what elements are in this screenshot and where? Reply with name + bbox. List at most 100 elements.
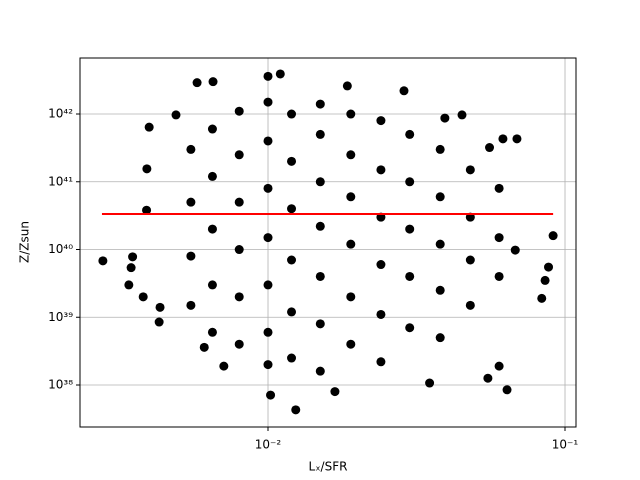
scatter-point <box>263 280 273 290</box>
x-tick-label: 10⁻² <box>255 438 282 452</box>
scatter-point <box>435 144 445 154</box>
scatter-point <box>346 192 356 202</box>
scatter-point <box>548 231 558 241</box>
scatter-point <box>315 129 325 139</box>
scatter-point <box>234 197 244 207</box>
scatter-point <box>263 233 273 243</box>
scatter-point <box>266 390 276 400</box>
scatter-point <box>510 245 520 255</box>
scatter-point <box>124 280 134 290</box>
scatter-point <box>405 177 415 187</box>
scatter-point <box>207 224 217 234</box>
scatter-point <box>263 183 273 193</box>
scatter-point <box>330 387 340 397</box>
scatter-point <box>186 144 196 154</box>
scatter-point <box>315 221 325 231</box>
scatter-point <box>192 78 202 88</box>
scatter-point <box>126 263 136 273</box>
scatter-point <box>207 280 217 290</box>
scatter-point <box>346 292 356 302</box>
scatter-point <box>376 116 386 126</box>
scatter-point <box>342 81 352 91</box>
scatter-point <box>405 271 415 281</box>
scatter-point <box>405 323 415 333</box>
y-tick-label: 10⁴² <box>48 107 73 121</box>
scatter-point <box>186 197 196 207</box>
scatter-point <box>154 317 164 327</box>
scatter-point <box>207 171 217 181</box>
axes-frame <box>79 57 577 428</box>
y-tick-label: 10⁴⁰ <box>48 242 73 256</box>
scatter-point <box>498 134 508 144</box>
y-tick-label: 10⁴¹ <box>48 174 73 188</box>
scatter-point <box>186 300 196 310</box>
scatter-point <box>287 204 297 214</box>
x-tick-label: 10⁻¹ <box>552 438 579 452</box>
scatter-point <box>346 339 356 349</box>
scatter-point <box>138 292 148 302</box>
scatter-point <box>502 385 512 395</box>
scatter-point <box>315 99 325 109</box>
scatter-point <box>234 150 244 160</box>
scatter-point <box>494 183 504 193</box>
scatter-point <box>465 255 475 265</box>
scatter-point <box>435 192 445 202</box>
scatter-point <box>399 86 409 96</box>
scatter-point <box>263 360 273 370</box>
scatter-point <box>142 164 152 174</box>
scatter-point <box>376 165 386 175</box>
scatter-point <box>405 129 415 139</box>
scatter-point <box>287 109 297 119</box>
scatter-point <box>315 271 325 281</box>
scatter-point <box>376 309 386 319</box>
scatter-point <box>346 239 356 249</box>
scatter-point <box>287 156 297 166</box>
scatter-point <box>207 327 217 337</box>
scatter-point <box>465 300 475 310</box>
scatter-point <box>435 285 445 295</box>
y-axis-label: Z/Zsun <box>18 221 32 263</box>
scatter-point <box>234 292 244 302</box>
scatter-point <box>234 106 244 116</box>
scatter-point <box>287 353 297 363</box>
scatter-point <box>287 255 297 265</box>
scatter-point <box>540 275 550 285</box>
scatter-point <box>144 122 154 132</box>
scatter-point <box>376 260 386 270</box>
scatter-point <box>494 361 504 371</box>
scatter-point <box>263 97 273 107</box>
scatter-point <box>128 252 138 262</box>
scatter-point <box>425 378 435 388</box>
scatter-point <box>315 366 325 376</box>
scatter-point <box>435 333 445 343</box>
scatter-point <box>512 134 522 144</box>
scatter-point <box>494 233 504 243</box>
scatter-point <box>199 342 209 352</box>
scatter-point <box>219 361 229 371</box>
y-tick-label: 10³⁸ <box>48 378 73 392</box>
scatter-point <box>405 224 415 234</box>
scatter-point <box>234 339 244 349</box>
scatter-point <box>457 110 467 120</box>
x-axis-label: Lₓ/SFR <box>309 460 348 474</box>
scatter-point <box>315 177 325 187</box>
scatter-point <box>494 271 504 281</box>
scatter-point <box>465 165 475 175</box>
scatter-point <box>537 293 547 303</box>
scatter-point <box>186 251 196 261</box>
scatter-point <box>263 136 273 146</box>
scatter-point <box>376 357 386 367</box>
scatter-point <box>435 239 445 249</box>
scatter-point <box>171 110 181 120</box>
scatter-point <box>98 256 108 266</box>
scatter-point <box>483 373 493 383</box>
y-tick-label: 10³⁹ <box>48 310 73 324</box>
scatter-point <box>263 327 273 337</box>
scatter-point <box>346 150 356 160</box>
scatter-point <box>263 71 273 81</box>
scatter-point <box>142 205 152 215</box>
scatter-point <box>485 143 495 153</box>
scatter-point <box>440 113 450 123</box>
